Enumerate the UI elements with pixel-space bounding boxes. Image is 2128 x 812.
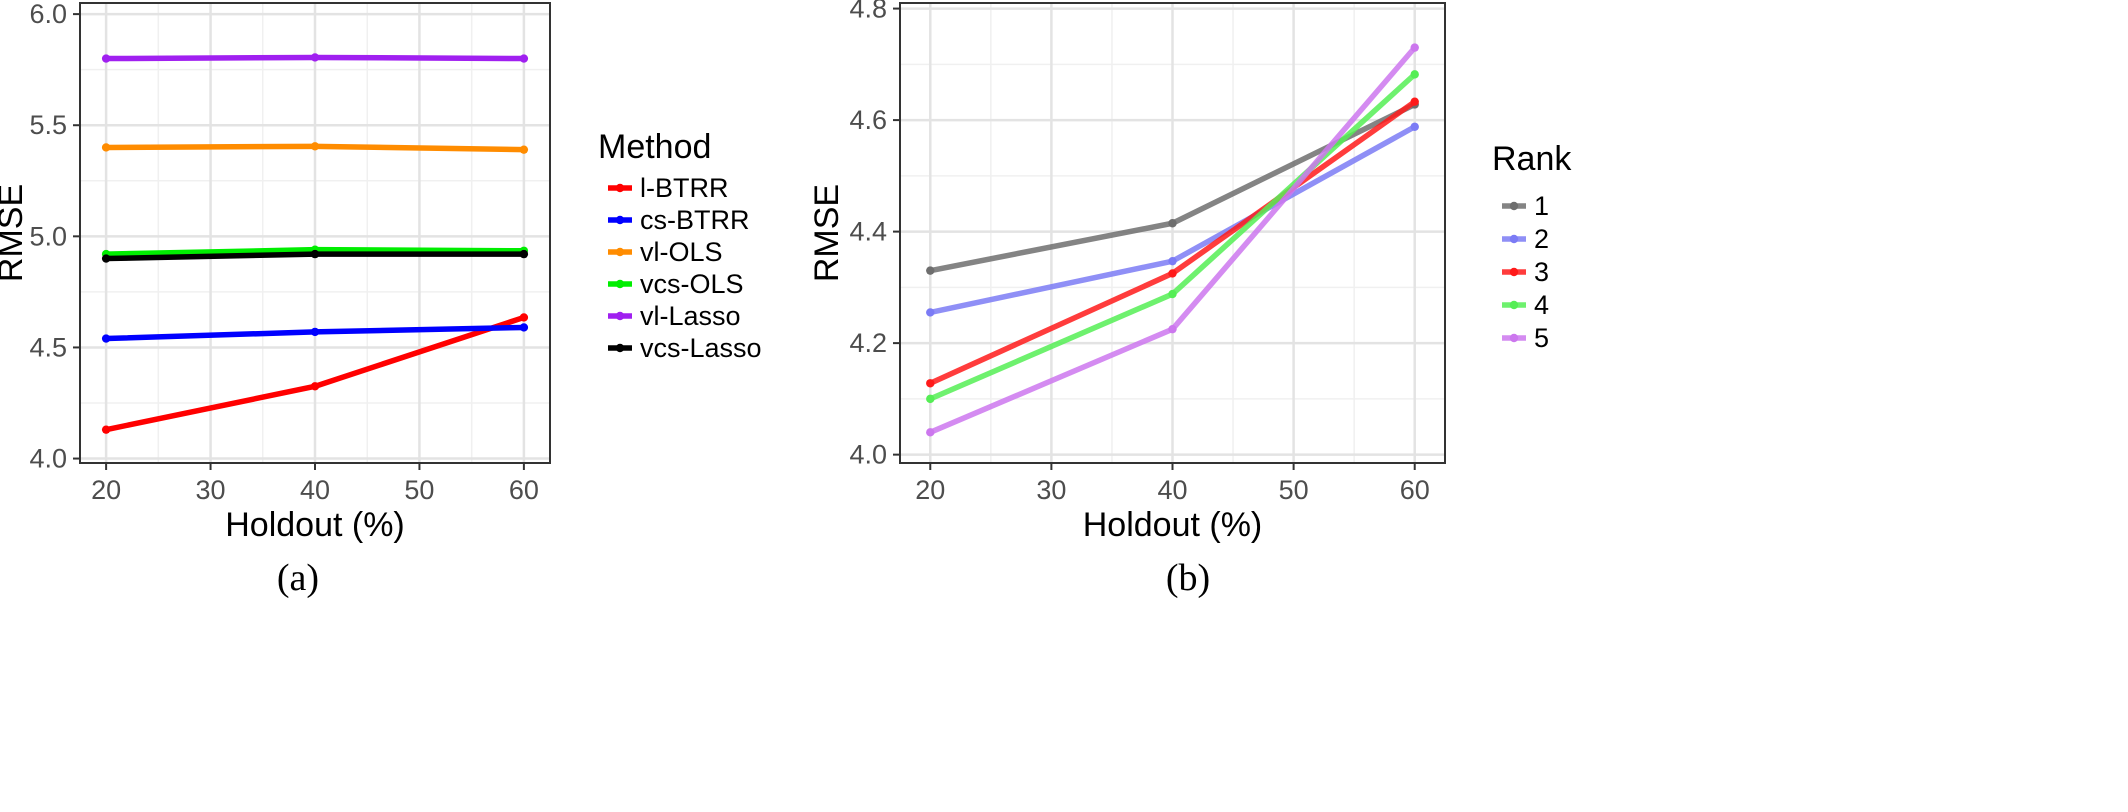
y-tick-label: 6.0 xyxy=(29,0,67,29)
legend-label: l-BTRR xyxy=(640,173,729,203)
y-tick-label: 4.0 xyxy=(849,440,887,470)
legend-label: 3 xyxy=(1534,257,1549,287)
x-tick-label: 20 xyxy=(915,475,945,505)
data-point-cs-BTRR-20 xyxy=(101,334,111,343)
data-point-l-BTRR-20 xyxy=(101,425,111,434)
legend-title: Method xyxy=(598,128,711,166)
x-tick-label: 20 xyxy=(91,475,121,505)
x-tick-label: 30 xyxy=(1036,475,1066,505)
legend: Method l-BTRRcs-BTRRvl-OLSvcs-OLSvl-Lasso… xyxy=(598,128,762,363)
data-point-l-BTRR-60 xyxy=(519,313,529,322)
x-tick-label: 30 xyxy=(196,475,226,505)
y-tick-label: 4.6 xyxy=(849,105,887,135)
legend-key-point xyxy=(615,247,625,257)
data-point-vcs-Lasso-60 xyxy=(519,249,529,259)
data-point-cs-BTRR-40 xyxy=(310,327,320,337)
x-tick-label: 60 xyxy=(1400,475,1430,505)
legend-label: vcs-OLS xyxy=(640,269,744,299)
y-tick-label: 5.0 xyxy=(29,221,67,251)
chart-panel-1: 20 30 40 50 60 4.0 4.5 5.0 5.5 6.0 Holdout (%) RMSE… xyxy=(0,0,762,599)
data-point-3-20 xyxy=(926,379,935,388)
x-tick-label: 50 xyxy=(1279,475,1309,505)
legend-label: cs-BTRR xyxy=(640,205,750,235)
legend-label: 2 xyxy=(1534,224,1549,254)
legend-label: vl-Lasso xyxy=(640,301,741,331)
legend-key-point xyxy=(1509,201,1519,211)
y-axis-title: RMSE xyxy=(808,184,846,282)
y-tick-label: 5.5 xyxy=(29,110,67,140)
legend-key-point xyxy=(1509,234,1519,244)
data-point-4-40 xyxy=(1168,289,1177,299)
data-point-5-60 xyxy=(1410,43,1419,52)
legend-key-point xyxy=(615,215,625,225)
data-point-vcs-Lasso-20 xyxy=(101,254,111,263)
x-tick-label: 50 xyxy=(404,475,434,505)
y-tick-label: 4.0 xyxy=(29,444,67,474)
legend-key-point xyxy=(615,343,625,353)
data-point-3-60 xyxy=(1410,97,1419,106)
x-tick-label: 60 xyxy=(509,475,539,505)
y-tick-label: 4.4 xyxy=(849,217,887,247)
y-tick-label: 4.2 xyxy=(849,328,887,358)
legend-label: 5 xyxy=(1534,323,1549,353)
data-point-3-40 xyxy=(1168,269,1177,278)
panel-caption: (a) xyxy=(277,557,319,599)
data-point-l-BTRR-40 xyxy=(310,382,320,391)
data-point-vl-Lasso-40 xyxy=(310,53,320,62)
data-point-vl-OLS-20 xyxy=(101,143,111,152)
data-point-vl-Lasso-20 xyxy=(101,54,111,63)
legend-label: vl-OLS xyxy=(640,237,723,267)
data-point-2-60 xyxy=(1410,122,1419,131)
legend-key-point xyxy=(615,311,625,321)
data-point-vcs-Lasso-40 xyxy=(310,249,320,259)
data-point-vl-OLS-60 xyxy=(519,145,529,154)
data-point-2-40 xyxy=(1168,256,1177,266)
data-point-vl-OLS-40 xyxy=(310,142,320,151)
x-tick-label: 40 xyxy=(300,475,330,505)
x-axis-title: Holdout (%) xyxy=(1083,506,1263,544)
chart-panel-2: 20 30 40 50 60 4.0 4.2 4.4 4.6 4.8 Holdout (%) RMSE… xyxy=(808,0,1572,599)
data-point-cs-BTRR-60 xyxy=(519,323,529,332)
data-point-4-20 xyxy=(926,394,935,404)
data-point-1-20 xyxy=(926,266,935,275)
x-axis-title: Holdout (%) xyxy=(225,506,405,544)
data-point-vl-Lasso-60 xyxy=(519,54,529,63)
x-tick-label: 40 xyxy=(1157,475,1187,505)
legend-label: 1 xyxy=(1534,191,1549,221)
data-point-2-20 xyxy=(926,308,935,317)
data-point-5-20 xyxy=(926,428,935,437)
y-tick-label: 4.8 xyxy=(849,0,887,24)
y-tick-label: 4.5 xyxy=(29,332,67,362)
legend-label: vcs-Lasso xyxy=(640,333,762,363)
legend-key-point xyxy=(615,279,625,289)
legend-title: Rank xyxy=(1492,140,1572,178)
legend-label: 4 xyxy=(1534,290,1549,320)
panel-caption: (b) xyxy=(1166,557,1210,599)
y-axis-title: RMSE xyxy=(0,184,30,282)
legend-key-point xyxy=(615,183,625,193)
data-point-1-40 xyxy=(1168,219,1177,228)
legend-key-point xyxy=(1509,267,1519,277)
legend-key-point xyxy=(1509,333,1519,343)
data-point-5-40 xyxy=(1168,324,1177,334)
legend-key-point xyxy=(1509,300,1519,310)
data-point-4-60 xyxy=(1410,70,1419,79)
